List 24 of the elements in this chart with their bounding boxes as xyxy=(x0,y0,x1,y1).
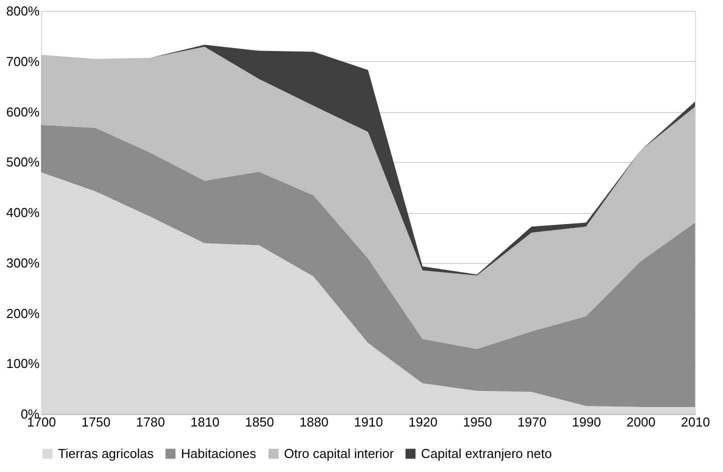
y-tick-label: 800% xyxy=(6,4,40,18)
legend-label: Tierras agricolas xyxy=(58,446,154,461)
x-tick-label: 1880 xyxy=(300,414,328,430)
x-tick-label: 1920 xyxy=(408,414,438,430)
y-tick-label: 300% xyxy=(6,255,40,270)
y-tick-label: 200% xyxy=(6,306,40,321)
x-tick-label: 1950 xyxy=(463,414,492,430)
y-tick-label: 100% xyxy=(6,356,40,372)
x-tick-label: 1750 xyxy=(82,414,110,430)
x-tick-label: 1810 xyxy=(190,414,220,430)
legend-label: Otro capital interior xyxy=(284,446,394,461)
y-tick-label: 700% xyxy=(6,54,40,69)
x-tick-label: 1990 xyxy=(572,414,601,430)
y-tick-label: 600% xyxy=(6,104,40,120)
x-tick-label: 2000 xyxy=(626,414,656,430)
y-tick-label: 400% xyxy=(6,205,40,220)
x-tick-label: 1850 xyxy=(245,414,274,430)
x-tick-label: 1910 xyxy=(354,414,383,430)
legend-label: Habitaciones xyxy=(181,446,257,461)
y-tick-label: 500% xyxy=(6,154,40,170)
x-tick-label: 1780 xyxy=(136,414,165,430)
x-tick-label: 1970 xyxy=(518,414,546,430)
x-tick-label: 2010 xyxy=(681,414,710,430)
legend-label: Capital extranjero neto xyxy=(421,446,552,461)
